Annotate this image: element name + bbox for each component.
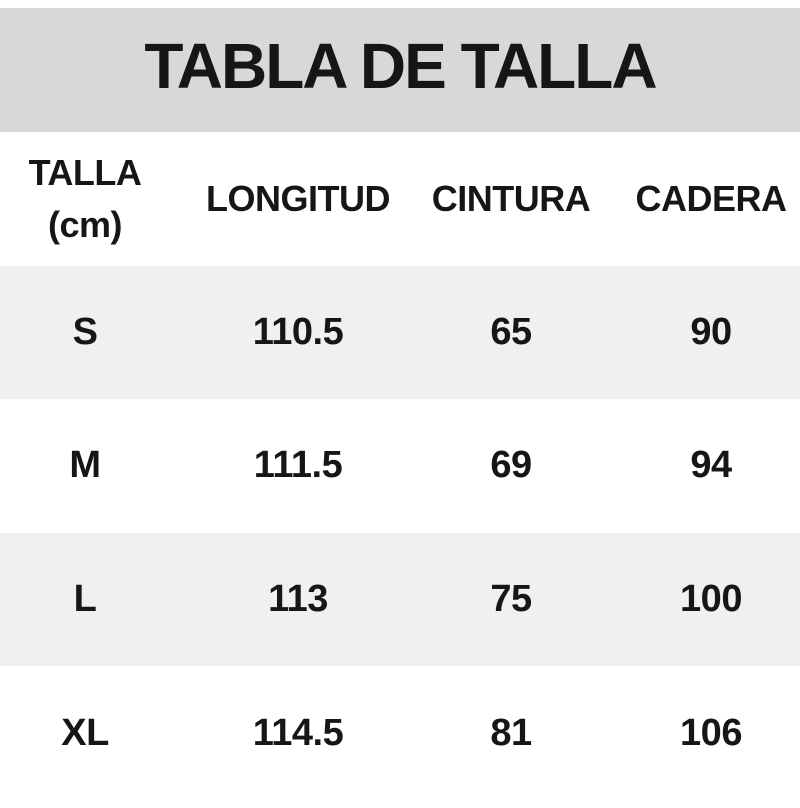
table-row-l: L 113 75 100 (0, 532, 800, 667)
table-row-xl: XL 114.5 81 106 (0, 666, 800, 800)
cadera-cell: 94 (690, 444, 732, 487)
table-row-s: S 110.5 65 90 (0, 265, 800, 400)
size-table: TALLA (cm) LONGITUD CINTURA CADERA S 110… (0, 132, 800, 800)
longitud-cell: 113 (268, 578, 328, 621)
size-cell: L (73, 578, 97, 621)
longitud-cell: 110.5 (252, 310, 344, 353)
table-row-m: M 111.5 69 94 (0, 399, 800, 533)
title-band: TABLA DE TALLA (0, 8, 800, 132)
cadera-cell: 100 (680, 578, 742, 621)
cintura-cell: 81 (490, 711, 532, 754)
longitud-cell: 114.5 (252, 711, 344, 754)
header-cadera: CADERA (635, 177, 787, 219)
cintura-cell: 65 (490, 310, 532, 353)
longitud-cell: 111.5 (253, 444, 343, 487)
cadera-cell: 90 (690, 310, 732, 353)
cadera-cell: 106 (680, 711, 742, 754)
header-talla-line1: TALLA (28, 151, 142, 193)
size-cell: S (72, 310, 98, 353)
header-talla-line2: (cm) (47, 203, 123, 245)
size-cell: M (69, 444, 101, 487)
header-longitud: LONGITUD (206, 177, 390, 219)
size-cell: XL (61, 711, 109, 754)
cintura-cell: 69 (490, 444, 532, 487)
header-cintura: CINTURA (431, 177, 591, 219)
header-talla: TALLA (cm) (0, 132, 170, 266)
page-title: TABLA DE TALLA (144, 30, 657, 102)
table-header-row: TALLA (cm) LONGITUD CINTURA CADERA (0, 132, 800, 266)
cintura-cell: 75 (490, 578, 532, 621)
size-chart-page: TABLA DE TALLA TALLA (cm) LONGITUD CINTU… (0, 8, 800, 808)
